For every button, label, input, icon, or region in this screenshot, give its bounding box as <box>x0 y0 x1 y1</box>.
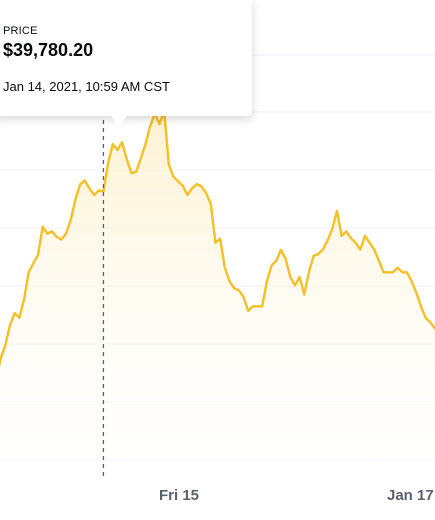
price-tooltip: PRICE $39,780.20 Jan 14, 2021, 10:59 AM … <box>0 0 252 116</box>
x-tick-fri-15: Fri 15 <box>159 487 199 504</box>
tooltip-price: $39,780.20 <box>3 40 94 60</box>
price-line <box>0 108 435 368</box>
tooltip-arrow <box>111 116 127 126</box>
x-tick-jan-17: Jan 17 <box>387 487 434 504</box>
tooltip-timestamp: Jan 14, 2021, 10:59 AM CST <box>3 79 170 94</box>
tooltip-label: PRICE <box>3 25 38 37</box>
price-area-fill <box>0 110 435 475</box>
